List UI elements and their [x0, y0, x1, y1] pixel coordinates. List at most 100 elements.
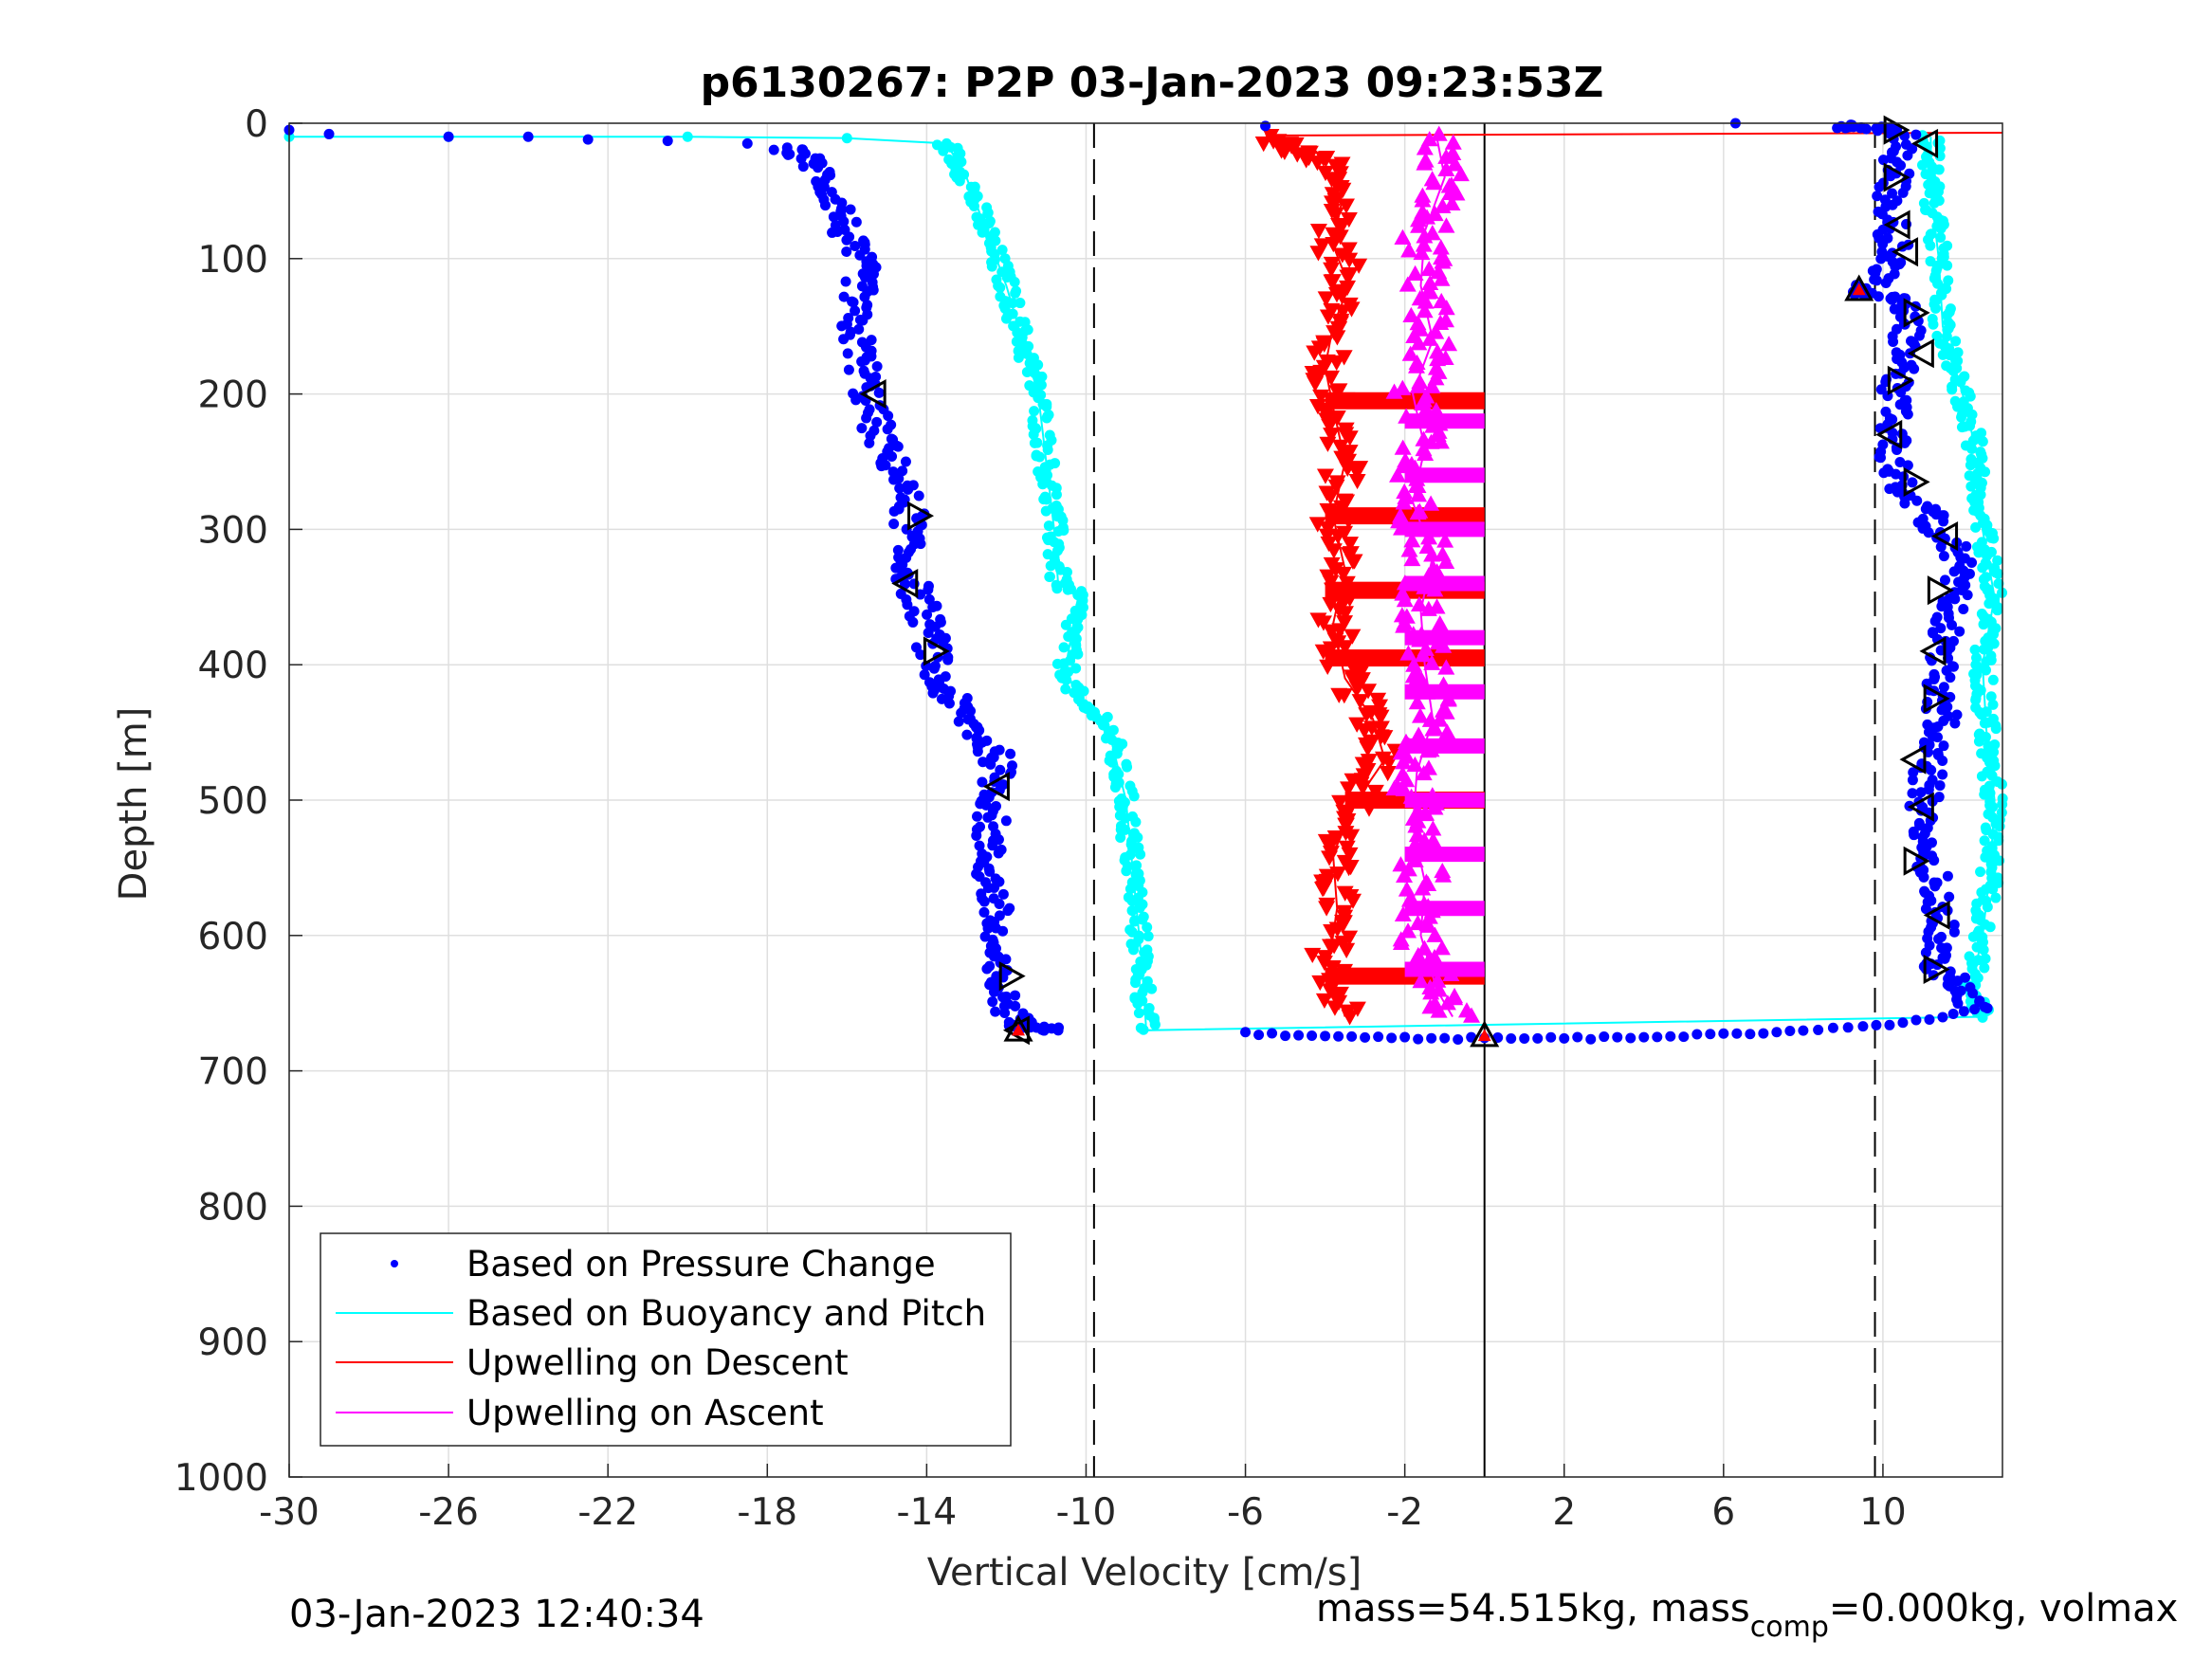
descent-point [1309, 246, 1327, 262]
pressure-point [1875, 384, 1887, 395]
plot-area [283, 115, 2008, 1048]
ascent-point [1438, 723, 1456, 739]
descent-point [1308, 155, 1326, 172]
buoyancy-point [1010, 287, 1021, 299]
pressure-point [741, 137, 753, 149]
x-tick-label: -6 [1227, 1491, 1264, 1534]
ascent-point [1432, 239, 1450, 255]
ascent-point [1410, 335, 1428, 351]
pressure-point [1895, 257, 1907, 268]
ascent-point [1395, 617, 1413, 633]
series-dive-markers [859, 115, 1959, 1046]
pressure-point [961, 729, 973, 740]
ascent-point [1420, 529, 1438, 545]
dive-marker [859, 379, 887, 410]
pressure-point [866, 335, 877, 346]
pressure-point [1933, 792, 1945, 803]
buoyancy-point [1052, 526, 1064, 538]
pressure-point [1910, 129, 1922, 140]
plot-frame [288, 122, 2003, 1478]
descent-point [1318, 528, 1336, 544]
pressure-point [1731, 1028, 1743, 1039]
buoyancy-point [1943, 275, 1954, 286]
buoyancy-point [1142, 921, 1153, 933]
descent-point [1334, 182, 1352, 198]
ascent-point [1424, 820, 1442, 836]
ascent-point [1413, 244, 1431, 261]
descent-point [1347, 464, 1365, 481]
buoyancy-point [1134, 902, 1145, 914]
dive-marker [1903, 466, 1930, 497]
ascent-point [1393, 520, 1411, 536]
pressure-point [1240, 1027, 1252, 1038]
buoyancy-point [1935, 232, 1947, 244]
pressure-point [861, 412, 872, 424]
y-axis-label: Depth [m] [112, 707, 155, 902]
ascent-point [1409, 477, 1427, 493]
ascent-point [1398, 408, 1416, 424]
pressure-point [923, 627, 934, 638]
pressure-point [1907, 477, 1918, 488]
ascent-point [1429, 350, 1447, 367]
descent-point [1325, 939, 1344, 955]
footer-mass-subscript: comp [1750, 1611, 1829, 1644]
pressure-point [1906, 359, 1917, 371]
buoyancy-point [986, 261, 997, 272]
descent-point [1372, 709, 1390, 725]
pressure-point [864, 437, 875, 448]
pressure-point [982, 811, 994, 823]
pressure-point [997, 925, 1009, 937]
descent-point [1325, 543, 1343, 559]
dive-marker [982, 772, 1010, 802]
ascent-point [1420, 960, 1438, 976]
buoyancy-point [1128, 791, 1140, 802]
buoyancy-point [1983, 780, 1995, 792]
descent-point [1337, 198, 1355, 214]
descent-point [1328, 330, 1346, 346]
ascent-bar [1404, 961, 1485, 977]
dive-marker [1903, 846, 1930, 876]
pressure-point [981, 963, 993, 975]
pressure-point [1949, 718, 1961, 729]
pressure-point [853, 323, 865, 335]
pressure-point [1373, 1031, 1384, 1043]
pressure-point [1951, 709, 1963, 720]
buoyancy-point [1045, 560, 1056, 572]
buoyancy-point [1992, 872, 2003, 884]
ascent-point [1407, 817, 1425, 833]
pressure-point [1908, 767, 1919, 778]
descent-point [1315, 881, 1333, 897]
pressure-point [876, 461, 887, 472]
descent-point [1336, 640, 1354, 656]
descent-point [1376, 730, 1394, 746]
pressure-point [1939, 574, 1950, 586]
ascent-point [1396, 574, 1414, 591]
descent-point [1338, 392, 1356, 409]
pressure-point [582, 134, 594, 145]
pressure-point [978, 906, 990, 918]
pressure-point [795, 153, 807, 164]
descent-point [1343, 829, 1361, 845]
ascent-point [1430, 1002, 1448, 1018]
ascent-point [1423, 654, 1441, 670]
descent-point [1331, 794, 1349, 811]
ascent-point [1416, 155, 1434, 171]
pressure-point [1005, 748, 1016, 759]
ascent-point [1419, 917, 1437, 933]
ascent-point [1438, 994, 1456, 1011]
pressure-point [843, 364, 854, 375]
pressure-point [1907, 788, 1918, 799]
descent-point [1351, 694, 1369, 710]
y-tick-label: 300 [198, 509, 268, 552]
pressure-point [797, 161, 809, 173]
pressure-point [850, 394, 862, 406]
ascent-point [1392, 934, 1410, 950]
dive-marker [1911, 128, 1939, 158]
pressure-point [922, 609, 933, 620]
pressure-point [980, 799, 992, 811]
pressure-point [1919, 737, 1930, 748]
descent-point [1344, 893, 1362, 909]
ascent-point [1410, 726, 1428, 742]
series-buoyancy-pitch [283, 130, 2008, 1035]
series-red-markers [1003, 274, 1874, 1048]
